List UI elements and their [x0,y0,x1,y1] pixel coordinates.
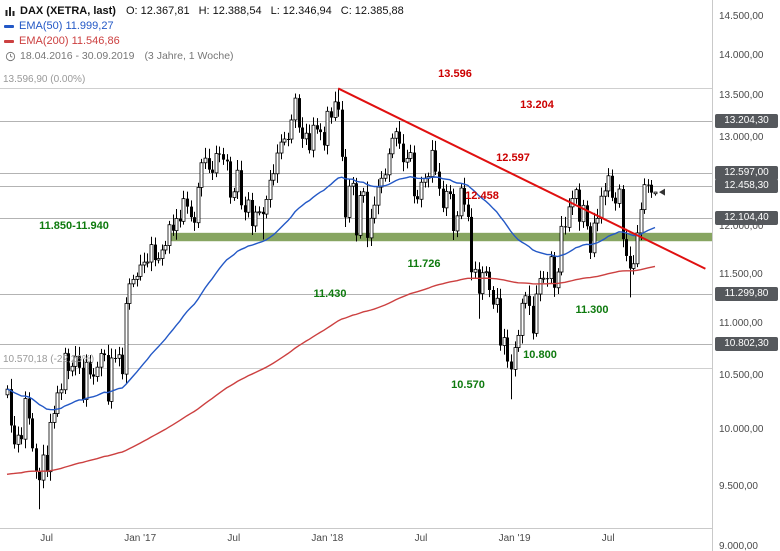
legend-ema50[interactable]: EMA(50) 11.999,27 [4,19,413,33]
date-range-row: 18.04.2016 - 30.09.2019 (3 Jahre, 1 Woch… [4,49,413,63]
chart-annotation[interactable]: 11.430 [313,288,347,300]
time-tick-label: Jan '19 [498,533,531,544]
chart-annotation[interactable]: 13.204 [520,99,554,111]
price-level-badge: 11.299,80 [715,287,778,302]
price-tick-label: 9.000,00 [719,540,758,551]
price-level-badge: 12.597,00 [715,166,778,181]
price-level-badge: 13.204,30 [715,113,778,128]
date-range-label: 18.04.2016 - 30.09.2019 [20,50,135,62]
price-level-badge: 12.104,40 [715,210,778,225]
time-axis[interactable]: Jul Jan '17 Jul Jan '18 Jul Jan '19 Jul [0,528,712,551]
price-tick-label: 13.500,00 [719,90,764,102]
clock-icon [4,50,16,62]
price-axis[interactable]: 14.500,00 14.000,00 13.500,00 13.000,00 12.0… [712,0,780,551]
ohlc-high: H: 12.388,54 [198,5,262,17]
chart-annotation[interactable]: 10.570 [451,379,485,391]
price-tick-label: 13.000,00 [719,132,764,144]
measure-label: 10.570,18 (-22,26%) [3,354,95,366]
time-tick-label: Jul [40,533,53,544]
period-label: (3 Jahre, 1 Woche) [144,50,234,62]
chart-annotation[interactable]: 12.458 [465,190,499,202]
price-tick-label: 11.000,00 [719,317,763,329]
price-tick-label: 10.500,00 [719,369,764,381]
ohlc-open: O: 12.367,81 [125,5,190,17]
price-tick-label: 11.500,00 [719,268,763,280]
price-tick-label: 10.000,00 [719,423,764,435]
ema50-color-swatch [4,24,14,28]
chart-annotation[interactable]: 10.800 [523,349,557,361]
chart-annotation[interactable]: 11.300 [575,304,609,316]
ohlc-close: C: 12.385,88 [340,5,404,17]
chart-annotation[interactable]: 11.850-11.940 [39,220,109,232]
symbol-title: DAX (XETRA, last) [20,5,116,17]
time-tick-label: Jan '18 [311,533,344,544]
price-tick-label: 12.000,00 [719,221,764,233]
chart-annotation[interactable]: 11.726 [407,258,441,270]
time-tick-label: Jul [227,533,241,544]
time-tick-label: Jan '17 [124,533,157,544]
chart-header: DAX (XETRA, last) O: 12.367,81 H: 12.388… [4,4,413,64]
chart-annotation[interactable]: 12.597 [496,152,530,164]
price-level-badge: 10.802,30 [715,337,778,352]
ema200-label: EMA(200) 11.546,86 [19,35,120,47]
ema200-color-swatch [4,39,14,43]
chart-annotation[interactable]: 13.596 [438,68,472,80]
price-tick-label: 14.500,00 [719,11,764,22]
symbol-row: DAX (XETRA, last) O: 12.367,81 H: 12.388… [4,4,413,18]
measure-label: 13.596,90 (0.00%) [3,74,86,86]
candlestick-chart-icon [4,5,16,17]
ema50-label: EMA(50) 11.999,27 [19,20,114,32]
ohlc-low: L: 12.346,94 [270,5,332,17]
price-tick-label: 9.500,00 [719,480,758,492]
time-tick-label: Jul [601,533,615,544]
time-tick-label: Jul [414,533,428,544]
price-level-badge: 12.458,30 [715,178,778,193]
legend-ema200[interactable]: EMA(200) 11.546,86 [4,34,413,48]
price-tick-label: 14.000,00 [719,49,764,61]
